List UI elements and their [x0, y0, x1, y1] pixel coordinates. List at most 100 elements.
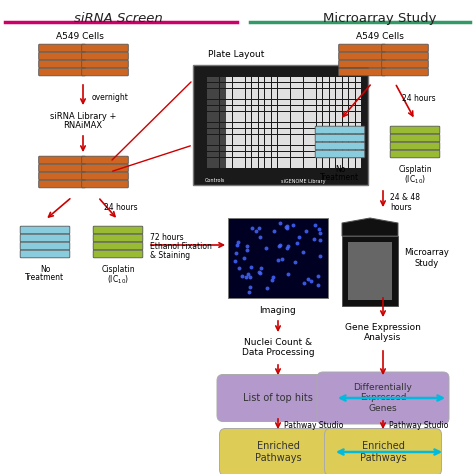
Bar	[259, 129, 264, 134]
Bar	[336, 135, 342, 139]
Bar	[239, 152, 245, 157]
FancyBboxPatch shape	[93, 242, 143, 250]
Bar	[228, 218, 328, 298]
Point	[246, 283, 254, 290]
Point	[283, 225, 291, 232]
Bar	[220, 89, 226, 93]
Bar	[284, 123, 290, 128]
Bar	[317, 77, 322, 82]
Bar	[259, 111, 264, 117]
Bar	[246, 94, 251, 100]
FancyBboxPatch shape	[217, 374, 339, 421]
Bar	[356, 77, 361, 82]
Bar	[323, 94, 329, 100]
Bar	[233, 89, 238, 93]
Bar	[336, 123, 342, 128]
Bar	[330, 89, 336, 93]
Bar	[349, 157, 355, 163]
Bar	[343, 117, 348, 122]
Bar	[207, 123, 213, 128]
Bar	[239, 77, 245, 82]
Bar	[317, 157, 322, 163]
Bar	[213, 129, 219, 134]
Bar	[278, 152, 284, 157]
Point	[310, 235, 317, 243]
Bar	[272, 157, 277, 163]
Bar	[259, 146, 264, 151]
Bar	[252, 129, 258, 134]
Text: 72 hours: 72 hours	[150, 233, 183, 241]
Bar	[259, 140, 264, 146]
Text: Enriched
Pathways: Enriched Pathways	[360, 441, 406, 463]
Bar	[297, 77, 303, 82]
Bar	[259, 152, 264, 157]
Bar	[278, 106, 284, 111]
Text: Data Processing: Data Processing	[242, 348, 314, 357]
Bar	[213, 140, 219, 146]
FancyBboxPatch shape	[82, 68, 128, 76]
Bar	[330, 163, 336, 168]
Bar	[278, 89, 284, 93]
FancyBboxPatch shape	[339, 44, 385, 52]
Bar	[213, 83, 219, 88]
Bar	[246, 163, 251, 168]
FancyBboxPatch shape	[82, 180, 128, 188]
Bar	[304, 100, 310, 105]
Bar	[291, 100, 297, 105]
Bar	[259, 83, 264, 88]
Bar	[343, 129, 348, 134]
FancyBboxPatch shape	[20, 242, 70, 250]
Bar	[317, 100, 322, 105]
Bar	[252, 140, 258, 146]
Bar	[239, 163, 245, 168]
Bar	[220, 157, 226, 163]
Bar	[278, 77, 284, 82]
Bar	[317, 146, 322, 151]
Bar	[239, 157, 245, 163]
Bar	[272, 140, 277, 146]
Bar	[330, 152, 336, 157]
Bar	[336, 83, 342, 88]
Bar	[310, 146, 316, 151]
Bar	[246, 140, 251, 146]
Point	[255, 224, 263, 232]
Bar	[207, 146, 213, 151]
Bar	[246, 89, 251, 93]
FancyBboxPatch shape	[382, 52, 428, 60]
Bar	[349, 135, 355, 139]
FancyBboxPatch shape	[382, 60, 428, 68]
Point	[291, 258, 298, 266]
FancyBboxPatch shape	[82, 156, 128, 164]
Point	[243, 242, 251, 250]
Bar	[343, 163, 348, 168]
Text: Gene Expression: Gene Expression	[345, 323, 421, 332]
Text: Cisplatin: Cisplatin	[101, 265, 135, 274]
Bar	[278, 123, 284, 128]
FancyBboxPatch shape	[339, 68, 385, 76]
Bar	[213, 100, 219, 105]
Bar	[220, 140, 226, 146]
Bar	[227, 111, 232, 117]
Bar	[265, 129, 271, 134]
Bar	[304, 111, 310, 117]
Text: 24 & 48: 24 & 48	[390, 193, 420, 202]
Bar	[284, 83, 290, 88]
Bar	[227, 129, 232, 134]
Text: Ethanol Fixation: Ethanol Fixation	[150, 241, 212, 250]
Bar	[246, 129, 251, 134]
Bar	[317, 163, 322, 168]
Bar	[213, 135, 219, 139]
Bar	[310, 117, 316, 122]
Bar	[323, 117, 329, 122]
Bar	[297, 163, 303, 168]
Bar	[330, 146, 336, 151]
Bar	[323, 83, 329, 88]
Bar	[284, 146, 290, 151]
Bar	[343, 146, 348, 151]
Bar	[317, 111, 322, 117]
FancyBboxPatch shape	[382, 68, 428, 76]
Bar	[259, 89, 264, 93]
Bar	[330, 83, 336, 88]
Bar	[239, 123, 245, 128]
Bar	[310, 89, 316, 93]
